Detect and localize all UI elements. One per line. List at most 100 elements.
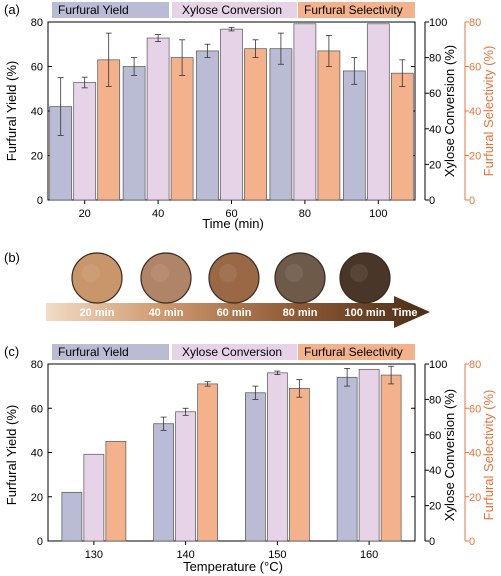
bar-furfural-selectivity — [170, 57, 194, 201]
bar-xylose-conversion — [175, 411, 196, 542]
panel-a-label: (a) — [4, 2, 20, 17]
bar-furfural-yield — [61, 491, 83, 542]
y-tick-label-right: 40 — [469, 106, 481, 118]
x-tick-label: 40 — [152, 208, 164, 220]
sample-label: 60 min — [217, 307, 252, 319]
y-tick-label-left: 20 — [31, 151, 43, 163]
legend-yield-swatch — [52, 344, 169, 360]
legend-conversion-swatch — [172, 344, 297, 360]
sample-disc — [208, 252, 260, 304]
y-tick-label-left: 60 — [31, 62, 43, 74]
bar-furfural-selectivity — [105, 441, 127, 542]
panel-c-x-label-text: Temperature (°C) — [183, 559, 283, 574]
y-tick-label-left: 0 — [37, 195, 43, 207]
sample-disc-texture — [350, 264, 368, 282]
panel-c-plot: 0 20 40 60 80 0 20 40 60 80 100 0 20 40 60 80 130 140 150 1… — [31, 359, 482, 561]
bar-furfural-selectivity — [244, 48, 267, 201]
y-tick-label-mid: 0 — [429, 536, 435, 548]
sample-disc — [71, 252, 123, 304]
bar-furfural-yield — [342, 70, 366, 201]
sample-label: 20 min — [80, 307, 115, 319]
bar-xylose-conversion — [73, 82, 97, 201]
legend-selectivity-swatch — [298, 344, 415, 360]
panel-c-x-label: Temperature (°C) — [183, 559, 283, 574]
panel-a-plot: 0 20 40 60 80 0 20 40 60 80 100 0 20 40 60 80 20 40 60 80 10… — [31, 17, 482, 220]
sample-disc — [274, 252, 326, 304]
y-tick-label-mid: 40 — [429, 465, 441, 477]
panel-c-label: (c) — [4, 344, 19, 359]
panel-c-chart: (c) Furfural Yield (%) Xylose Conversion… — [4, 344, 496, 574]
x-tick-label: 20 — [79, 208, 91, 220]
sample-label: 100 min — [345, 307, 386, 319]
y-tick-label-mid: 0 — [429, 195, 435, 207]
y-tick-label-mid: 100 — [429, 359, 447, 371]
bar-xylose-conversion — [293, 23, 317, 201]
y-tick-label-right: 60 — [469, 403, 481, 415]
y-tick-label-right: 80 — [469, 17, 481, 29]
sample-disc — [140, 252, 192, 304]
x-tick-label: 80 — [299, 208, 311, 220]
bar-furfural-selectivity — [289, 387, 310, 542]
panel-a-y-left-label: Furfural Yield (%) — [4, 61, 19, 161]
y-tick-label-left: 40 — [31, 106, 43, 118]
y-tick-label-right: 80 — [469, 359, 481, 371]
y-tick-label-mid: 100 — [429, 17, 447, 29]
y-tick-label-right: 60 — [469, 62, 481, 74]
y-tick-label-mid: 60 — [429, 430, 441, 442]
sample-disc-texture — [219, 264, 237, 282]
legend-conversion-label: Xylose Conversion — [182, 345, 282, 359]
panel-b-label: (b) — [4, 250, 20, 265]
y-tick-label-mid: 60 — [429, 88, 441, 100]
time-arrow-label: Time — [392, 307, 417, 319]
y-tick-label-right: 40 — [469, 448, 481, 460]
bar-furfural-selectivity — [390, 72, 414, 201]
x-tick-label: 160 — [360, 549, 378, 561]
bar-xylose-conversion — [267, 372, 288, 542]
panel-a-legend: Furfural Yield Xylose Conversion Furfura… — [52, 2, 415, 18]
panel-b-photo-strip: (b) Time 20 min 40 min 60 min 80 min 100 min — [4, 250, 430, 328]
panel-c-y-left-label: Furfural Yield (%) — [4, 405, 19, 505]
y-tick-label-right: 20 — [469, 151, 481, 163]
y-tick-label-right: 0 — [469, 195, 475, 207]
bar-furfural-yield — [336, 376, 358, 542]
y-tick-label-mid: 20 — [429, 501, 441, 513]
bar-furfural-selectivity — [317, 50, 341, 201]
legend-selectivity-label: Furfural Selectivity — [304, 3, 403, 17]
panel-c-legend: Furfural Yield Xylose Conversion Furfura… — [52, 344, 415, 360]
sample-images: 20 min 40 min 60 min 80 min 100 min — [71, 252, 391, 319]
time-arrow — [46, 296, 430, 328]
y-tick-label-right: 0 — [469, 536, 475, 548]
bar-furfural-yield — [196, 50, 219, 201]
y-tick-label-mid: 20 — [429, 159, 441, 171]
bar-xylose-conversion — [146, 37, 170, 201]
legend-selectivity-label: Furfural Selectivity — [304, 345, 403, 359]
y-tick-label-mid: 80 — [429, 394, 441, 406]
y-tick-label-left: 0 — [37, 536, 43, 548]
legend-conversion-swatch — [172, 2, 297, 18]
bar-xylose-conversion — [83, 453, 105, 542]
legend-selectivity-swatch — [298, 2, 415, 18]
sample-disc-texture — [82, 264, 100, 282]
bar-xylose-conversion — [220, 28, 243, 201]
panel-a-y-mid-label: Xylose Conversion (%) — [442, 45, 457, 177]
y-tick-label-left: 60 — [31, 403, 43, 415]
bar-furfural-yield — [245, 392, 266, 542]
y-tick-label-left: 80 — [31, 17, 43, 29]
bar-furfural-yield — [269, 48, 293, 201]
panel-c-y-mid-label: Xylose Conversion (%) — [442, 389, 457, 521]
panel-c-y-right-label: Furfural Selectivity (%) — [481, 390, 496, 521]
panel-a-chart: (a) Furfural Yield (%) Xylose Conversion… — [4, 2, 496, 231]
y-tick-label-left: 40 — [31, 448, 43, 460]
bar-xylose-conversion — [358, 368, 380, 542]
y-tick-label-mid: 80 — [429, 53, 441, 65]
bar-xylose-conversion — [366, 23, 390, 201]
panel-a-y-right-label: Furfural Selectivity (%) — [481, 46, 496, 177]
sample-disc — [339, 252, 391, 304]
legend-yield-label: Furfural Yield — [58, 3, 129, 17]
x-tick-label: 100 — [369, 208, 387, 220]
x-tick-label: 150 — [268, 549, 286, 561]
x-tick-label: 140 — [176, 549, 194, 561]
x-tick-label: 60 — [225, 208, 237, 220]
bar-furfural-yield — [153, 423, 174, 542]
